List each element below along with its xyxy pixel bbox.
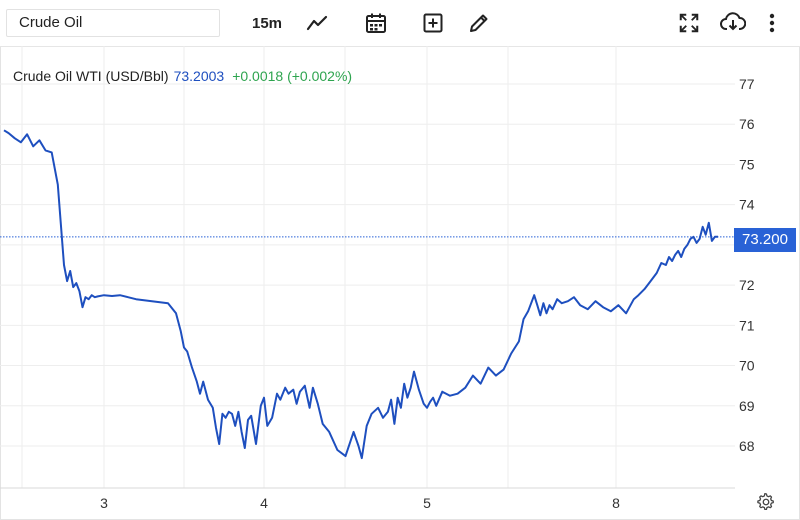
- y-tick-label: 72: [739, 277, 755, 293]
- legend-change: +0.0018 (+0.002%): [232, 68, 353, 84]
- symbol-search-input[interactable]: Crude Oil: [6, 9, 220, 37]
- legend-name: Crude Oil WTI (USD/Bbl): [13, 68, 169, 84]
- add-indicator-icon[interactable]: [420, 11, 446, 35]
- line-chart-icon[interactable]: [305, 11, 331, 35]
- interval-button[interactable]: 15m: [251, 14, 283, 32]
- fullscreen-icon[interactable]: [676, 11, 702, 35]
- y-tick-label: 76: [739, 116, 755, 132]
- y-tick-label: 77: [739, 76, 755, 92]
- y-tick-label: 71: [739, 317, 755, 333]
- y-tick-label: 75: [739, 156, 755, 172]
- toolbar: Crude Oil 15m: [0, 0, 800, 47]
- more-vert-icon[interactable]: [762, 11, 782, 35]
- x-tick-label: 5: [423, 495, 431, 511]
- x-tick-label: 4: [260, 495, 268, 511]
- gear-icon[interactable]: [756, 492, 776, 517]
- legend-price: 73.2003: [173, 68, 225, 84]
- y-tick-label: 69: [739, 398, 755, 414]
- y-tick-label: 68: [739, 438, 755, 454]
- y-tick-label: 70: [739, 358, 755, 374]
- calendar-icon[interactable]: [363, 11, 389, 35]
- current-price-tag: 73.200: [734, 228, 796, 252]
- x-tick-label: 8: [612, 495, 620, 511]
- price-chart[interactable]: 68 69 70 71 72 74 75 76 77 3 4 5 8: [0, 46, 800, 520]
- download-icon[interactable]: [719, 11, 747, 35]
- price-series-line: [3, 129, 718, 460]
- x-tick-label: 3: [100, 495, 108, 511]
- draw-pencil-icon[interactable]: [466, 11, 492, 35]
- chart-legend: Crude Oil WTI (USD/Bbl) 73.2003 +0.0018 (+…: [13, 68, 352, 84]
- grid: [0, 46, 735, 488]
- y-tick-label: 74: [739, 197, 755, 213]
